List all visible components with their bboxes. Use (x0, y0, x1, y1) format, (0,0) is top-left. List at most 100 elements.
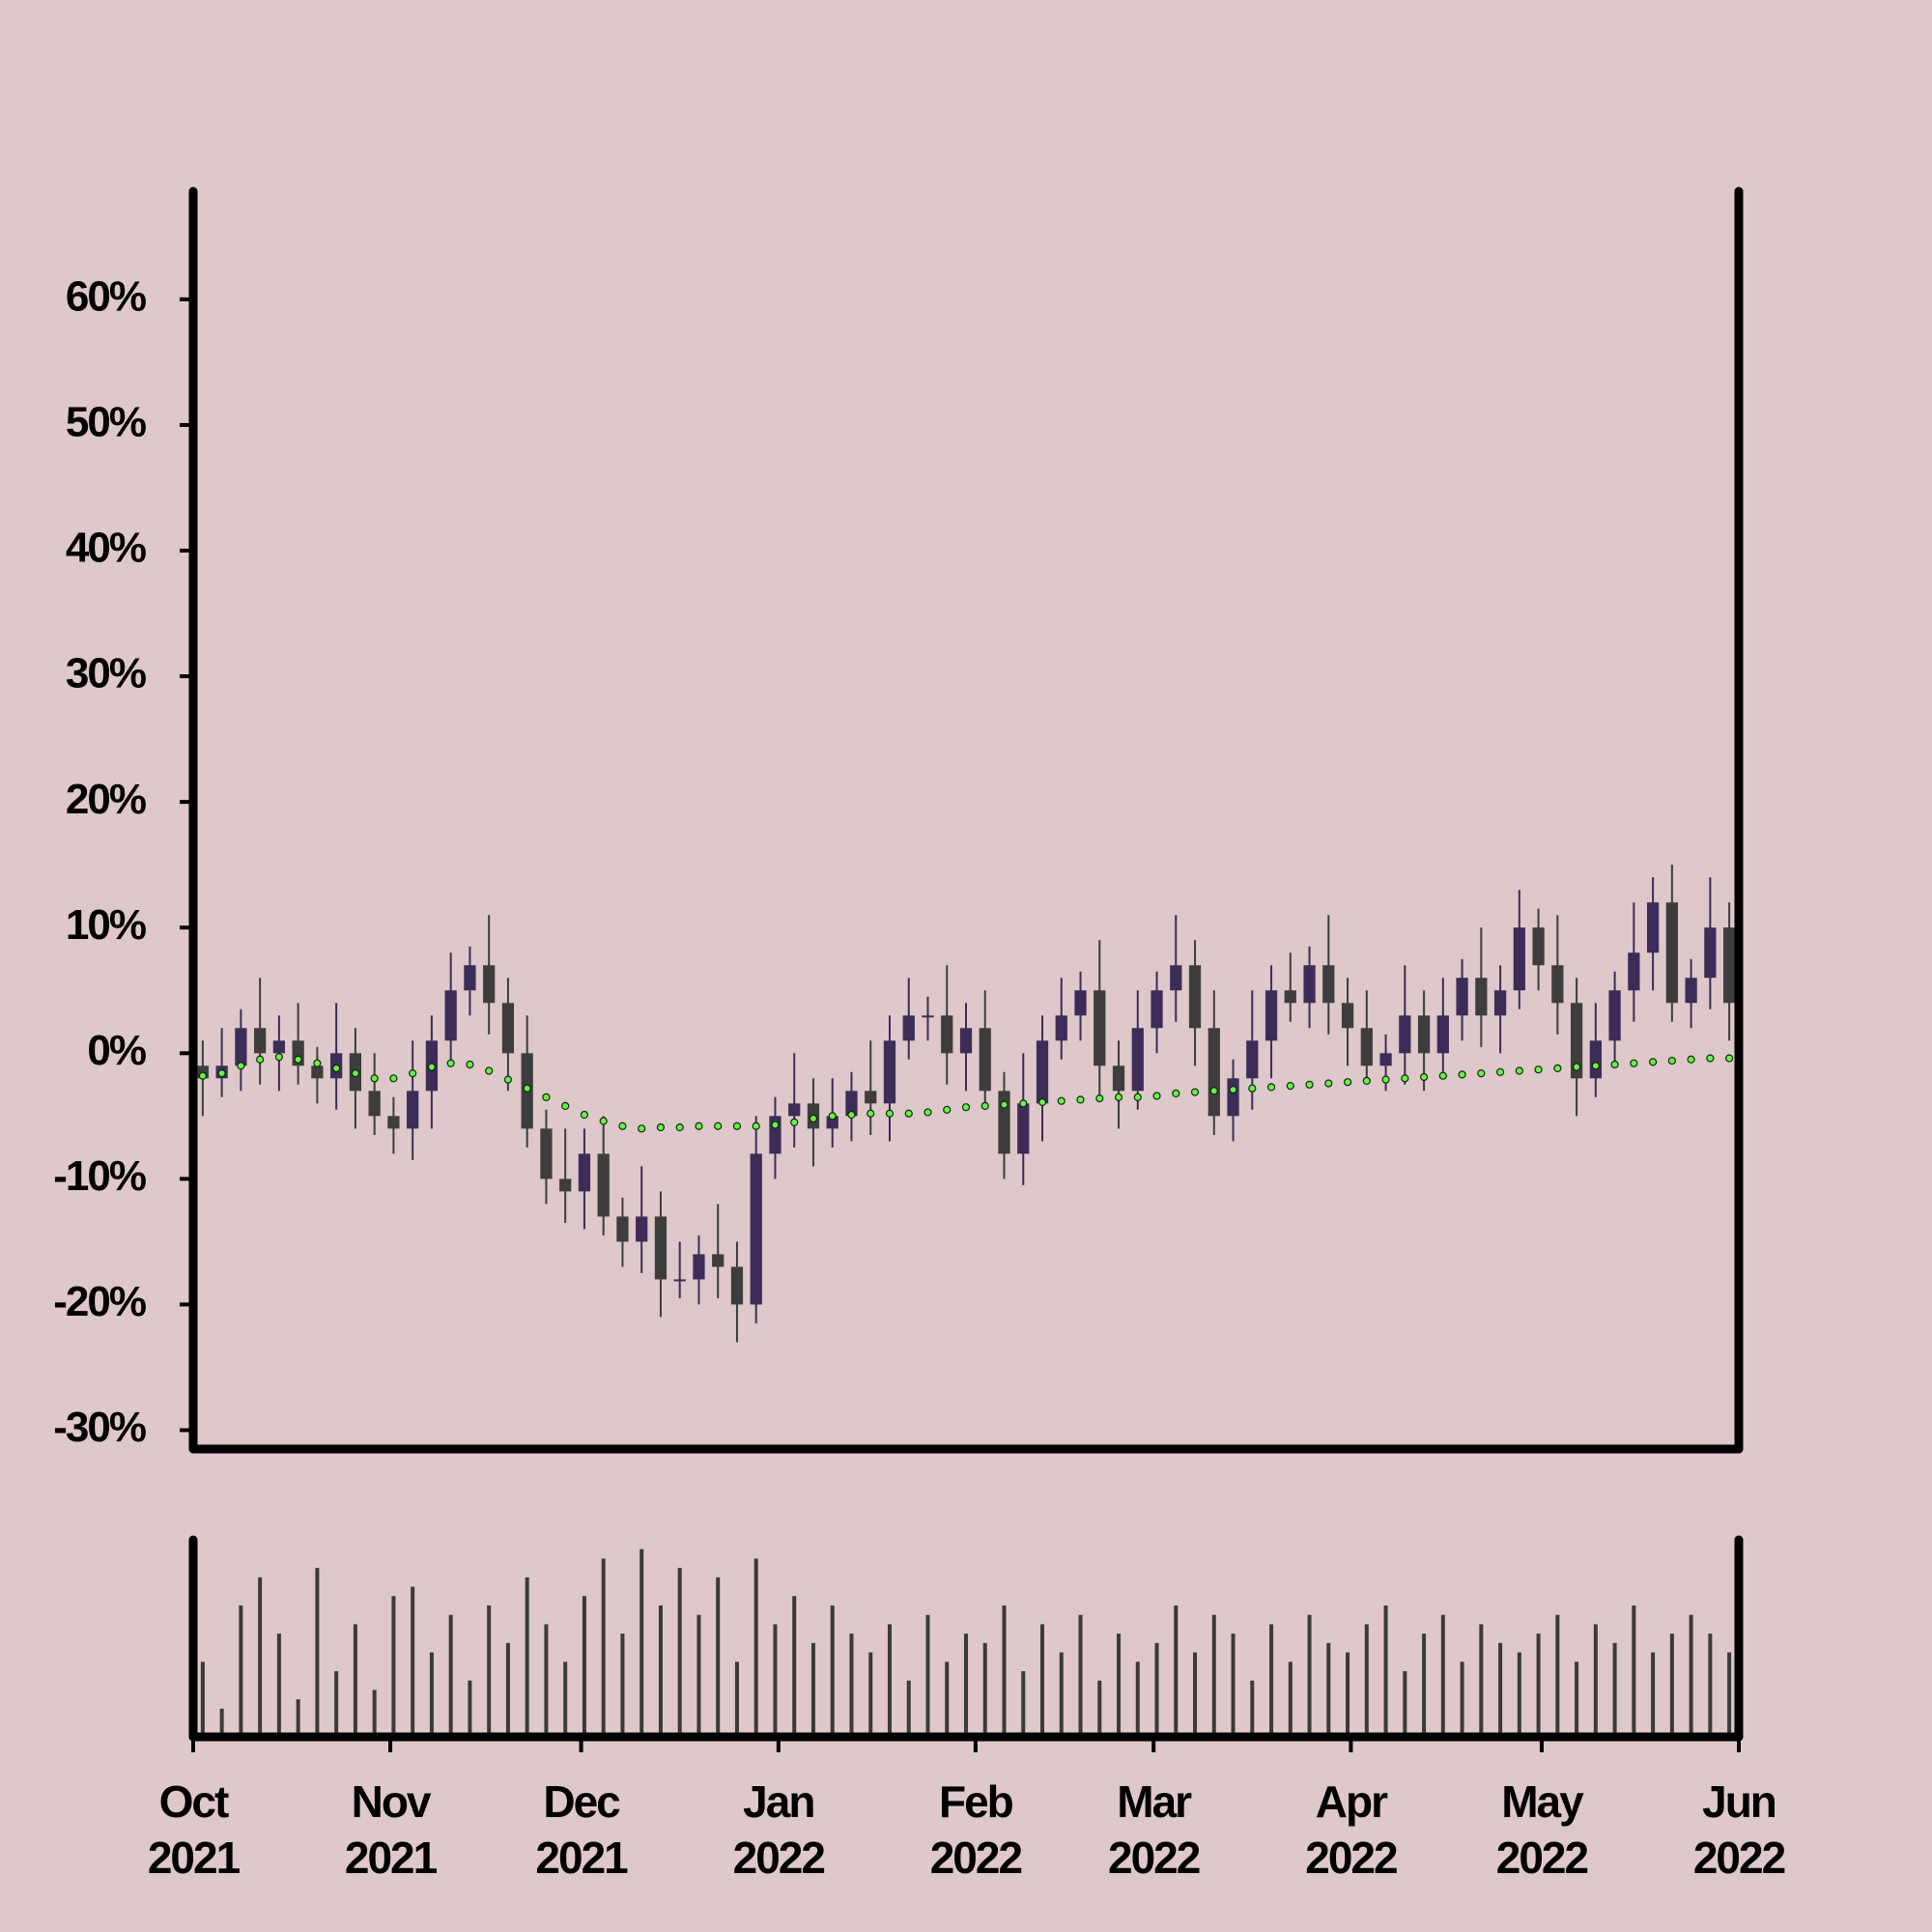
volume-bar (1575, 1662, 1579, 1737)
volume-bar (773, 1624, 778, 1737)
candle-body (1055, 1015, 1067, 1041)
volume-bar (1612, 1642, 1617, 1737)
moving-average-point (656, 1122, 666, 1132)
volume-bar (1440, 1614, 1445, 1737)
y-tick-label: 40% (66, 525, 146, 572)
candle-body (1399, 1015, 1411, 1054)
moving-average-point (351, 1068, 360, 1078)
candle-body (235, 1028, 247, 1066)
volume-bar (1632, 1605, 1636, 1737)
moving-average-point (1133, 1093, 1142, 1101)
volume-bar (1517, 1652, 1521, 1737)
moving-average-point (675, 1122, 684, 1132)
candle-body (1704, 927, 1717, 979)
volume-bar (200, 1662, 205, 1737)
volume-bar (544, 1624, 549, 1737)
candle-body (750, 1153, 762, 1305)
volume-bar (315, 1568, 320, 1737)
candle-body (865, 1091, 877, 1104)
candle-body (902, 1015, 915, 1041)
volume-bar (1364, 1624, 1369, 1737)
volume-bar (982, 1642, 987, 1737)
volume-bar (906, 1680, 911, 1737)
moving-average-point (1591, 1062, 1600, 1070)
moving-average-point (1037, 1097, 1047, 1107)
moving-average-point (1553, 1064, 1562, 1072)
volume-bar (1211, 1614, 1216, 1737)
moving-average-point (542, 1093, 551, 1101)
moving-average-point (1019, 1099, 1028, 1108)
candle-body (1646, 902, 1660, 953)
moving-average-point (923, 1108, 932, 1117)
volume-bar (1307, 1614, 1312, 1737)
volume-bar (487, 1605, 492, 1737)
moving-average-point (904, 1109, 913, 1118)
moving-average-point (217, 1068, 226, 1078)
y-tick-label: -10% (53, 1152, 146, 1200)
candle-body (1341, 1003, 1354, 1029)
volume-bar (1288, 1662, 1293, 1737)
moving-average-point (409, 1068, 417, 1078)
volume-bar (582, 1596, 586, 1737)
volume-bar (411, 1586, 415, 1737)
moving-average-point (618, 1122, 627, 1130)
y-tick-label: 10% (66, 901, 146, 949)
volume-bar (276, 1634, 281, 1737)
candle-body (922, 1015, 934, 1018)
volume-bar (219, 1708, 224, 1737)
moving-average-point (980, 1101, 989, 1111)
candle-body (597, 1153, 610, 1217)
volume-bar (945, 1662, 950, 1737)
candle-body (712, 1254, 724, 1267)
candle-body (788, 1103, 801, 1117)
candle-body (1723, 927, 1736, 1004)
volume-bar (830, 1605, 835, 1737)
volume-bar (1403, 1671, 1407, 1737)
candle-body (1417, 1015, 1431, 1054)
moving-average-point (943, 1105, 952, 1114)
moving-average-point (961, 1103, 971, 1112)
candle-body (1188, 965, 1202, 1029)
volume-bar (1135, 1662, 1140, 1737)
moving-average-point (1286, 1081, 1294, 1091)
candle-body (1094, 990, 1106, 1066)
volume-bar (964, 1634, 968, 1737)
volume-bar (753, 1558, 758, 1737)
volume-bar (1117, 1634, 1122, 1737)
candle-body (1513, 927, 1525, 991)
moving-average-point (1000, 1100, 1009, 1109)
candle-body (1322, 965, 1335, 1004)
volume-bar (1708, 1634, 1713, 1737)
volume-bar (696, 1614, 701, 1737)
x-tick-label: Dec 2021 (535, 1776, 628, 1883)
volume-bar (810, 1642, 815, 1737)
candle-body (1074, 990, 1087, 1016)
moving-average-point (1057, 1096, 1065, 1105)
moving-average-point (1172, 1089, 1180, 1098)
volume-bar (1326, 1642, 1331, 1737)
candle-body (941, 1015, 953, 1054)
candle-body (559, 1179, 572, 1192)
volume-bar (1593, 1624, 1598, 1737)
moving-average-point (695, 1122, 703, 1130)
volume-bar (658, 1605, 663, 1737)
moving-average-point (714, 1122, 723, 1130)
moving-average-point (828, 1112, 837, 1121)
moving-average-point (847, 1110, 856, 1120)
volume-bar (925, 1614, 930, 1737)
moving-average-point (1209, 1087, 1218, 1095)
moving-average-point (1725, 1054, 1734, 1063)
candle-body (693, 1254, 705, 1280)
moving-average-point (1515, 1066, 1523, 1075)
moving-average-point (599, 1117, 608, 1125)
moving-average-point (809, 1114, 818, 1123)
moving-average-point (294, 1055, 302, 1064)
moving-average-point (752, 1122, 760, 1130)
volume-bar (258, 1577, 263, 1737)
candle-body (1589, 1040, 1602, 1079)
moving-average-point (1305, 1080, 1314, 1089)
moving-average-point (1248, 1084, 1257, 1093)
volume-bar (601, 1558, 606, 1737)
volume-bar (468, 1680, 472, 1737)
